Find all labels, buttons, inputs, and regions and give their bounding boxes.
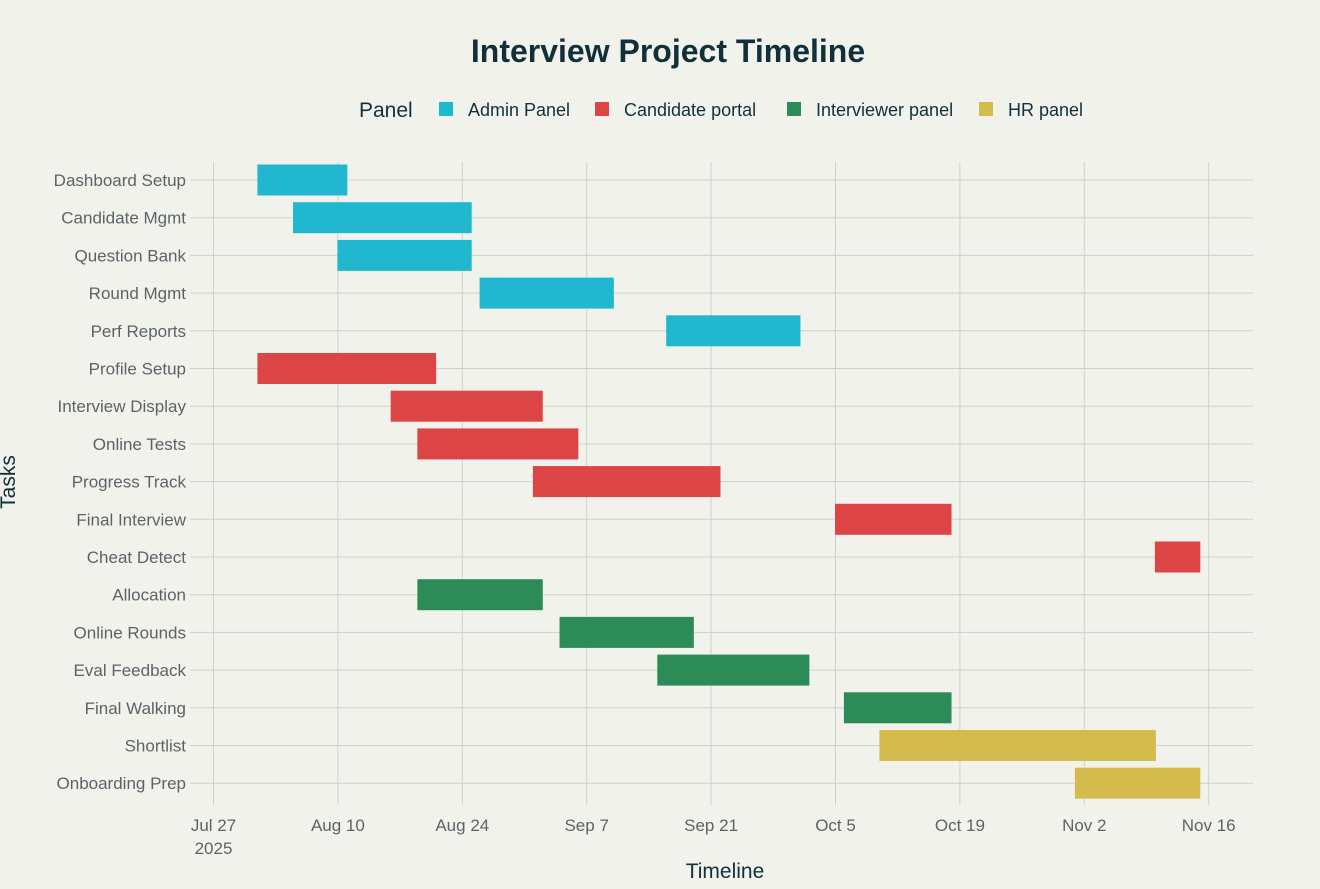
legend-title: Panel bbox=[359, 99, 413, 122]
legend-item[interactable]: Candidate portal bbox=[595, 100, 756, 120]
task-bar[interactable] bbox=[417, 579, 543, 611]
legend-label: Admin Panel bbox=[468, 100, 570, 120]
legend-item[interactable]: HR panel bbox=[979, 100, 1083, 120]
y-tick-label: Profile Setup bbox=[89, 360, 186, 379]
x-tick-label: Aug 24 bbox=[435, 816, 489, 835]
x-tick-sublabel: 2025 bbox=[195, 839, 233, 858]
legend: Panel Admin Panel Candidate portal Intervi… bbox=[359, 99, 1083, 122]
task-bar[interactable] bbox=[417, 428, 579, 460]
task-bar[interactable] bbox=[479, 277, 614, 309]
task-bar[interactable] bbox=[257, 164, 348, 196]
y-tick-label: Online Tests bbox=[93, 435, 186, 454]
y-tick-label: Progress Track bbox=[72, 473, 187, 492]
task-bar[interactable] bbox=[1074, 767, 1201, 799]
bars bbox=[257, 164, 1201, 799]
y-tick-label: Eval Feedback bbox=[74, 661, 187, 680]
y-tick-label: Online Rounds bbox=[74, 623, 186, 642]
y-tick-label: Cheat Detect bbox=[87, 548, 186, 567]
x-tick-label: Jul 27 bbox=[191, 816, 236, 835]
y-tick-label: Dashboard Setup bbox=[54, 171, 186, 190]
task-bar[interactable] bbox=[257, 353, 437, 384]
legend-item[interactable]: Interviewer panel bbox=[787, 100, 953, 120]
legend-label: Interviewer panel bbox=[816, 100, 953, 120]
legend-item[interactable]: Admin Panel bbox=[439, 100, 570, 120]
y-tick-label: Interview Display bbox=[58, 397, 187, 416]
x-tick-label: Sep 7 bbox=[564, 816, 608, 835]
task-bar[interactable] bbox=[879, 730, 1156, 761]
x-tick-label: Oct 19 bbox=[935, 816, 985, 835]
y-tick-label: Final Walking bbox=[85, 699, 186, 718]
x-tick-label: Aug 10 bbox=[311, 816, 365, 835]
y-axis-title: Tasks bbox=[0, 455, 20, 509]
task-bar[interactable] bbox=[657, 654, 810, 686]
x-tick-label: Nov 2 bbox=[1062, 816, 1106, 835]
task-bar[interactable] bbox=[843, 692, 952, 724]
task-bar[interactable] bbox=[390, 390, 543, 422]
task-bar[interactable] bbox=[666, 315, 801, 347]
task-bar[interactable] bbox=[1154, 541, 1201, 573]
task-bar[interactable] bbox=[292, 202, 472, 234]
legend-label: Candidate portal bbox=[624, 100, 756, 120]
legend-swatch bbox=[595, 102, 609, 116]
task-bar[interactable] bbox=[532, 466, 721, 498]
y-tick-label: Shortlist bbox=[125, 737, 187, 756]
task-bar[interactable] bbox=[337, 239, 472, 271]
x-tick-label: Oct 5 bbox=[815, 816, 856, 835]
x-axis-tick-labels: Jul 27 2025 Aug 10 Aug 24 Sep 7 Sep 21 Oct 5 Oc… bbox=[191, 816, 1236, 858]
x-axis-title: Timeline bbox=[686, 860, 765, 883]
legend-swatch bbox=[787, 102, 801, 116]
x-tick-label: Nov 16 bbox=[1182, 816, 1236, 835]
y-tick-label: Question Bank bbox=[74, 246, 186, 265]
legend-swatch bbox=[979, 102, 993, 116]
y-tick-label: Perf Reports bbox=[91, 322, 186, 341]
chart-title: Interview Project Timeline bbox=[471, 33, 865, 69]
task-bar[interactable] bbox=[559, 616, 694, 648]
legend-swatch bbox=[439, 102, 453, 116]
y-tick-label: Final Interview bbox=[76, 510, 186, 529]
y-tick-label: Round Mgmt bbox=[89, 284, 187, 303]
y-tick-label: Onboarding Prep bbox=[57, 774, 186, 793]
task-bar[interactable] bbox=[835, 503, 952, 535]
y-tick-label: Candidate Mgmt bbox=[61, 209, 186, 228]
legend-label: HR panel bbox=[1008, 100, 1083, 120]
y-axis-tick-labels: Dashboard Setup Candidate Mgmt Question Ba… bbox=[54, 171, 187, 793]
y-tick-label: Allocation bbox=[112, 586, 186, 605]
x-tick-label: Sep 21 bbox=[684, 816, 738, 835]
